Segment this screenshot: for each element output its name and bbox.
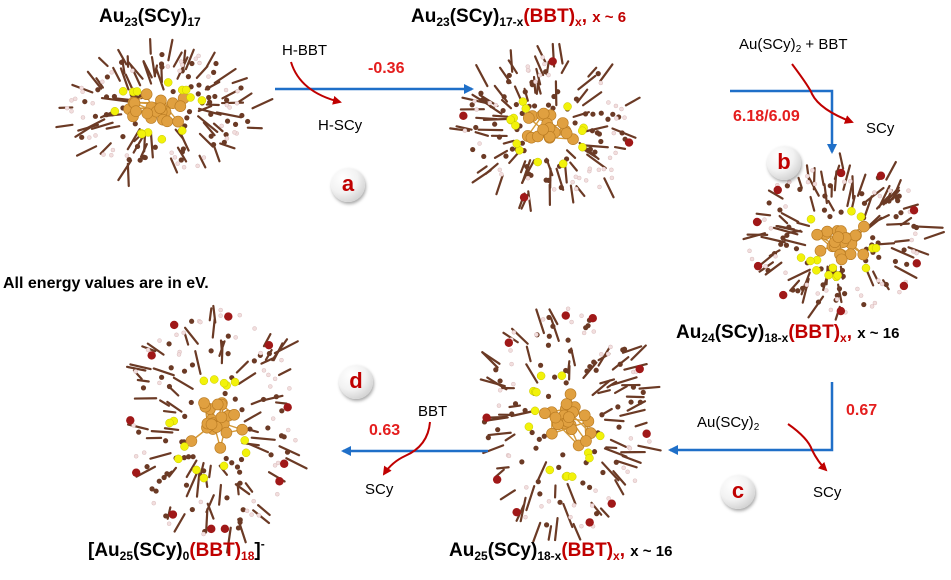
curved-arrow-b [791,63,854,124]
structure-2-label: Au23(SCy)17-x(BBT)x, x ~ 6 [411,6,627,29]
structure-1-label: Au23(SCy)17 [99,6,201,29]
step-d-badge: d [339,365,373,399]
cluster-au23-bbt6 [449,42,641,212]
step-c-product: SCy [813,484,842,501]
step-a-product: H-SCy [318,117,363,134]
cluster-au25-bbt18 [125,304,308,554]
arrow-c [668,382,834,455]
step-c-badge: c [721,475,755,509]
step-c-reactant: Au(SCy)2 [697,414,760,433]
step-b-product: SCy [866,120,895,137]
step-a-energy: -0.36 [368,60,405,77]
structure-3-label: Au24(SCy)18-x(BBT)x, x ~ 16 [676,322,900,345]
curved-arrow-c [787,423,828,472]
curved-arrow-a [290,61,342,105]
step-a-badge: a [331,168,365,202]
x-value-note: x ~ 6 [592,9,627,26]
cluster-au24-bbt16 [742,152,945,321]
arrow-b [730,89,837,154]
cluster-au25-bbt16 [479,306,662,543]
x-value-note: x ~ 16 [630,543,673,560]
curved-arrow-d [382,421,431,476]
step-b-badge: b [767,146,801,180]
step-d-energy: 0.63 [369,422,401,439]
step-d-reactant: BBT [418,403,448,420]
step-a-reactant: H-BBT [282,42,327,59]
step-b-energy: 6.18/6.09 [733,108,800,125]
step-b-reactant: Au(SCy)2 + BBT [739,36,848,55]
cluster-au23-scy17 [55,37,274,188]
structure-5-label: [Au25(SCy)0(BBT)18]- [88,537,265,563]
structure-4-label: Au25(SCy)18-x(BBT)x, x ~ 16 [449,540,673,563]
energy-units-note: All energy values are in eV. [3,275,209,292]
step-d-product: SCy [365,481,394,498]
x-value-note: x ~ 16 [857,325,900,342]
cluster-structures [55,37,945,554]
step-c-energy: 0.67 [846,402,878,419]
